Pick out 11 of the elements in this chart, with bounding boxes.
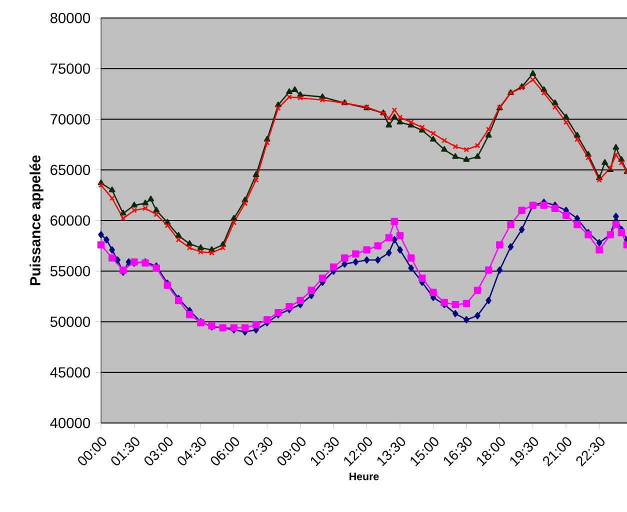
y-tick-label: 65000	[50, 164, 90, 176]
y-tick-label: 70000	[50, 114, 90, 124]
y-axis-title: Puissance appelée	[30, 155, 44, 286]
y-tick-label: 60000	[50, 215, 90, 226]
y-tick-label: 45000	[50, 367, 90, 378]
y-tick-label: 75000	[50, 63, 90, 74]
x-axis-title: Heure	[350, 472, 379, 480]
y-tick-label: 40000	[50, 418, 90, 428]
y-tick-label: 55000	[50, 266, 90, 276]
y-tick-label: 80000	[50, 12, 90, 24]
y-tick-label: 50000	[50, 316, 90, 327]
